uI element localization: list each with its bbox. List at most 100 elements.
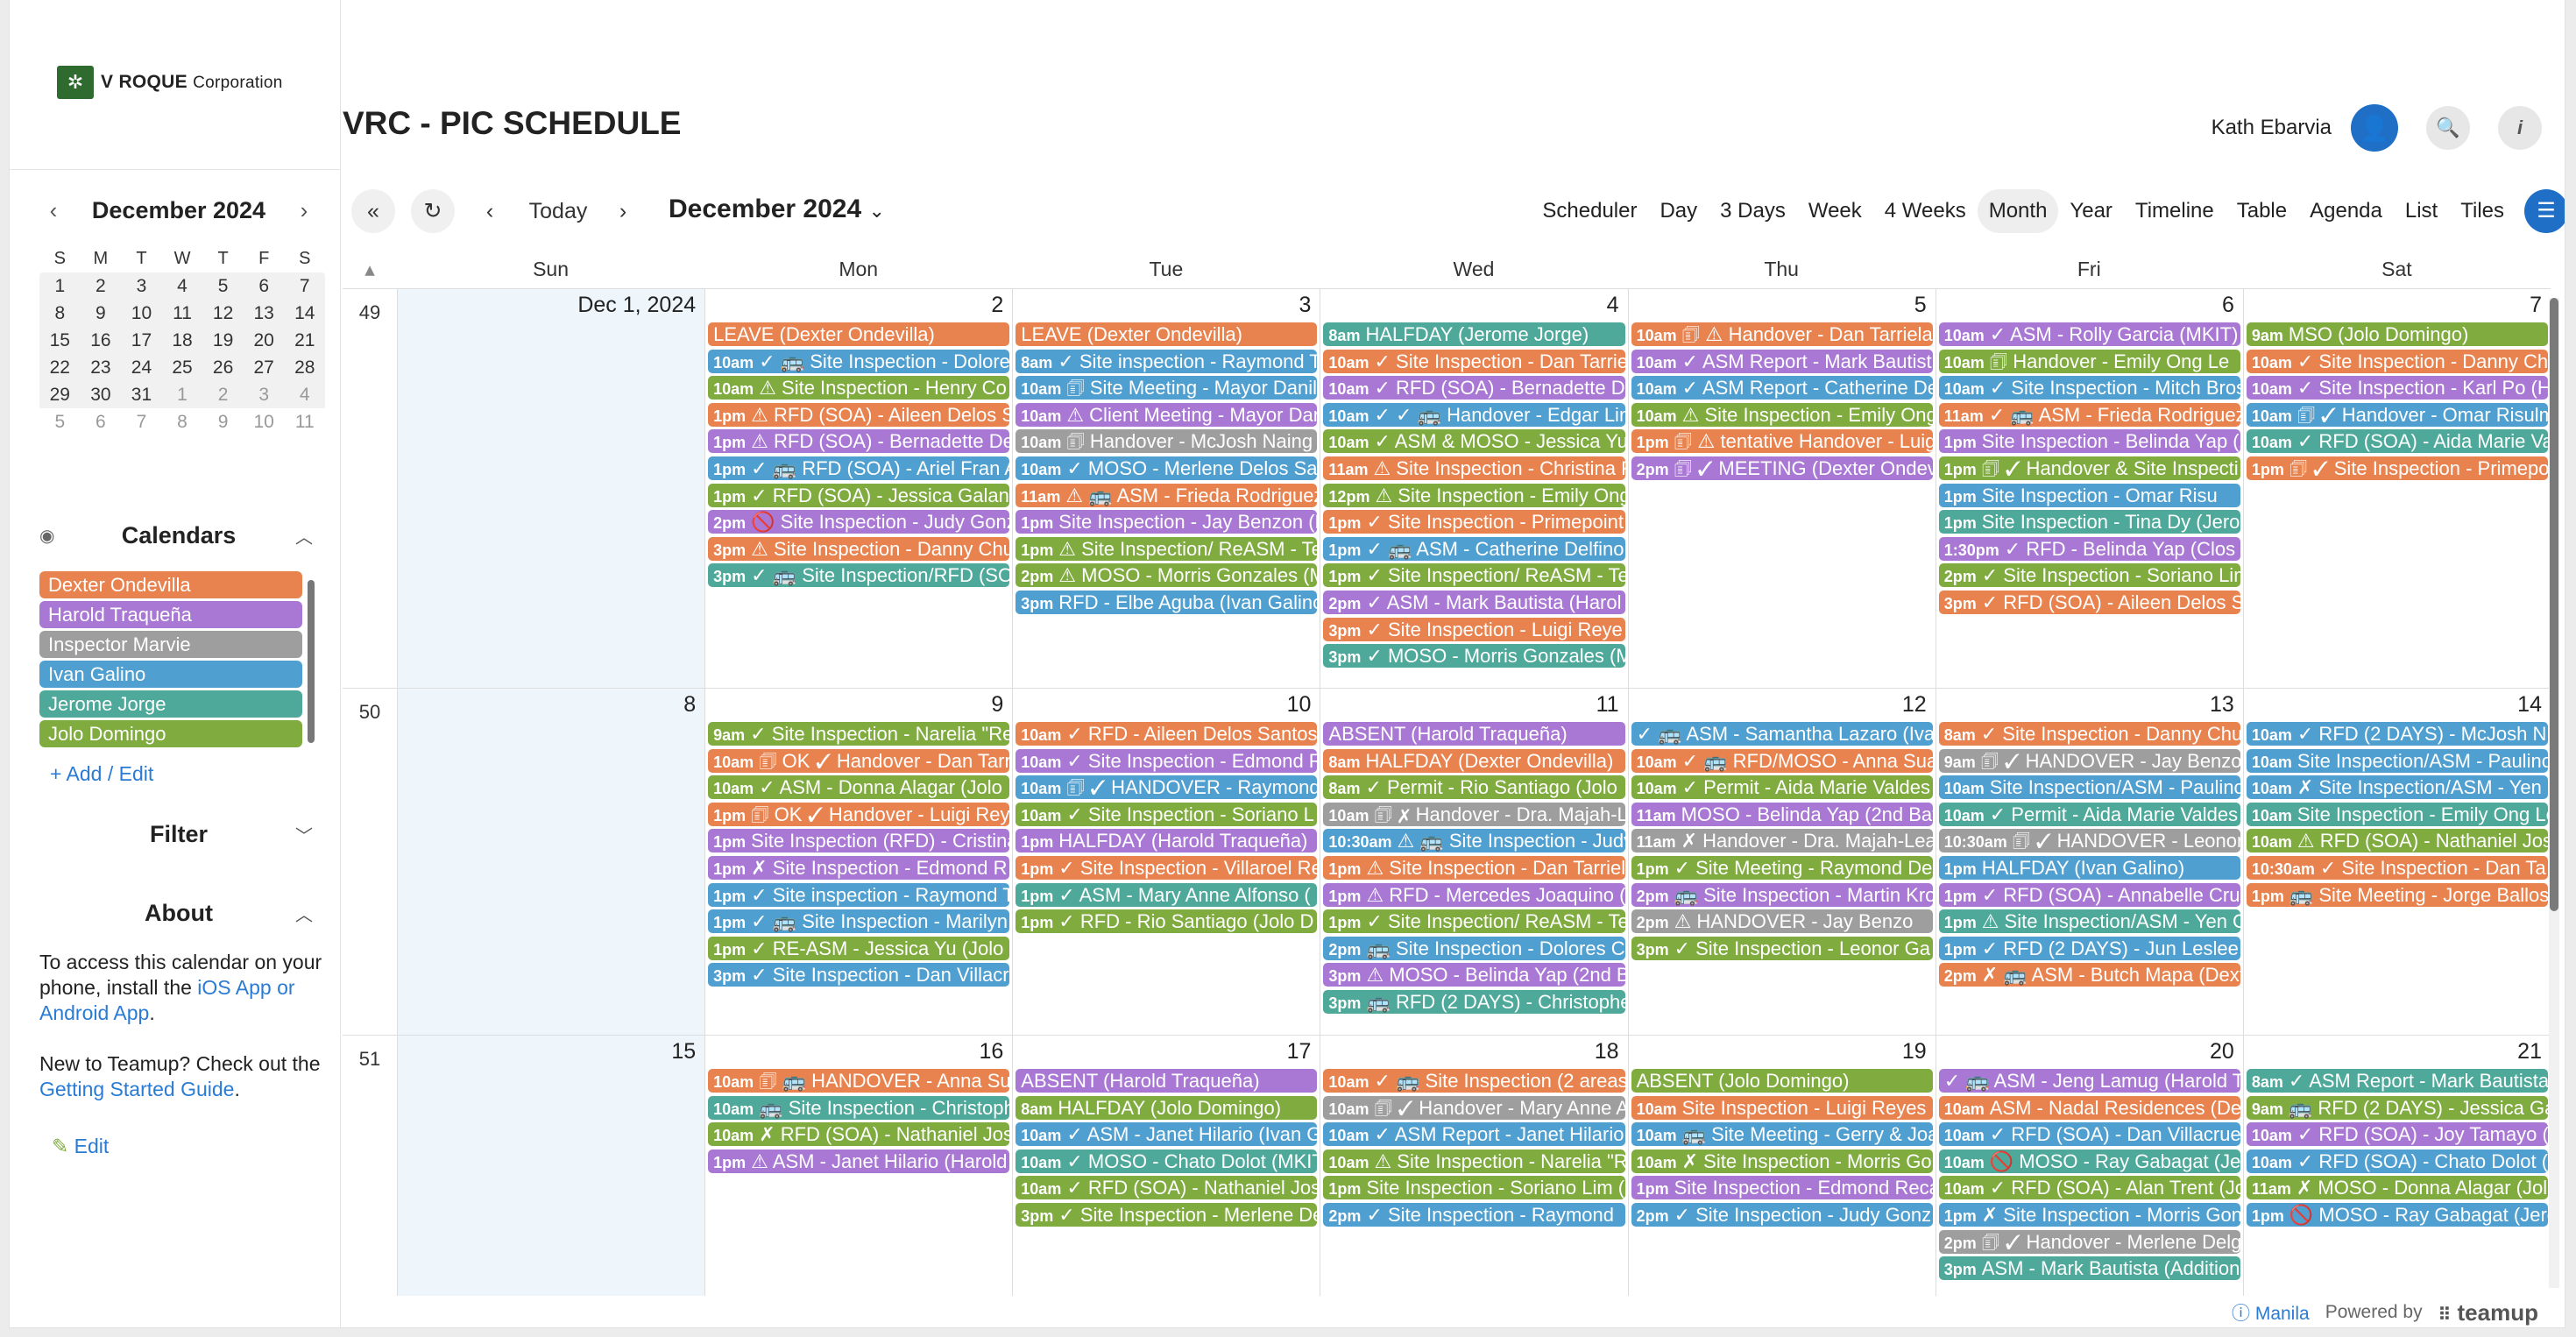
day-number[interactable]: 5 xyxy=(1914,293,1927,317)
chevron-down-icon[interactable]: ﹀ xyxy=(295,826,313,846)
event[interactable]: 10am ✓ RFD (SOA) - Nathaniel Jos xyxy=(1016,1176,1318,1200)
event[interactable]: 1pm 🗊 ✓ Handover & Site Inspecti xyxy=(1938,456,2240,480)
mobile-app-link[interactable]: iOS App or Android App xyxy=(39,976,295,1024)
event[interactable]: 10am ✓ RFD (SOA) - Aida Marie Va xyxy=(2246,429,2548,454)
mini-day[interactable]: 20 xyxy=(253,329,274,350)
event[interactable]: LEAVE (Dexter Ondevilla) xyxy=(708,322,1010,346)
day-cell[interactable]: 14 10am ✓ RFD (2 DAYS) - McJosh N 10am Site … xyxy=(2242,689,2551,1035)
mini-day[interactable]: 16 xyxy=(90,329,111,350)
day-number[interactable]: 14 xyxy=(2517,692,2542,717)
event[interactable]: 10am ✓ RFD (SOA) - Bernadette D xyxy=(1323,376,1625,400)
event[interactable]: 1pm HALFDAY (Harold Traqueña) xyxy=(1016,829,1318,853)
event[interactable]: 10am ⚠ RFD (SOA) - Nathaniel Jos xyxy=(2246,829,2548,853)
event[interactable]: 10am ✓ MOSO - Merlene Delos Sa xyxy=(1016,456,1318,480)
event[interactable]: 10am ✓ 🚌 Site Inspection - Dolores xyxy=(708,349,1010,373)
timezone-link[interactable]: ⓘ Manila xyxy=(2232,1304,2310,1324)
day-cell[interactable]: 20 ✓ 🚌 ASM - Jeng Lamug (Harold Tr 10am ASM… xyxy=(1935,1036,2243,1296)
event[interactable]: 10am 🗊 ✓ Handover - Mary Anne A xyxy=(1323,1095,1625,1120)
day-cell[interactable]: 8 xyxy=(397,689,705,1035)
event[interactable]: 1pm ✓ RFD (2 DAYS) - Jun Leslee xyxy=(1938,936,2240,960)
event[interactable]: 10am Site Inspection/ASM - Paulino xyxy=(1938,775,2240,800)
day-cell[interactable]: 7 9am MSO (Jolo Domingo) 10am ✓ Site Inspect… xyxy=(2242,289,2551,688)
day-number[interactable]: 21 xyxy=(2517,1039,2542,1064)
mini-day[interactable]: 31 xyxy=(131,384,152,405)
event[interactable]: ABSENT (Jolo Domingo) xyxy=(1631,1069,1933,1093)
mini-day[interactable]: 6 xyxy=(96,411,106,432)
day-number[interactable]: 13 xyxy=(2210,692,2234,717)
mini-day[interactable]: 4 xyxy=(177,275,188,296)
event[interactable]: ✓ 🚌 ASM - Samantha Lazaro (Ivan xyxy=(1631,722,1933,746)
event[interactable]: 10am ✓ RFD (2 DAYS) - McJosh N xyxy=(2246,722,2548,746)
mini-day[interactable]: 3 xyxy=(258,384,270,405)
event[interactable]: 3pm 🚌 RFD (2 DAYS) - Christophe xyxy=(1323,990,1625,1014)
mini-day[interactable]: 24 xyxy=(131,357,152,378)
day-cell[interactable]: 15 xyxy=(397,1036,705,1296)
mini-day[interactable]: 5 xyxy=(54,411,66,432)
event[interactable]: 10am ✓ Permit - Aida Marie Valdes xyxy=(1938,802,2240,826)
event[interactable]: 1pm Site Inspection - Soriano Lim ( xyxy=(1323,1176,1625,1200)
event[interactable]: 10am Site Inspection/ASM - Paulino xyxy=(2246,748,2548,773)
day-number[interactable]: 16 xyxy=(979,1039,1004,1064)
event[interactable]: 1:30pm ✓ RFD - Belinda Yap (Clos xyxy=(1938,536,2240,561)
event[interactable]: 1pm ⚠ Site Inspection/ ReASM - Te xyxy=(1016,536,1318,561)
day-cell[interactable]: 19 ABSENT (Jolo Domingo) 10am Site Inspecti… xyxy=(1627,1036,1936,1296)
event[interactable]: 1pm 🚌 Site Meeting - Jorge Ballos xyxy=(2246,882,2548,907)
day-cell[interactable]: 3 LEAVE (Dexter Ondevilla) 8am ✓ Site inspe… xyxy=(1012,289,1320,688)
event[interactable]: 10am 🗊 ⚠ Handover - Dan Tarriela xyxy=(1631,322,1933,346)
event[interactable]: 10am ✓ ASM Report - Janet Hilario xyxy=(1323,1122,1625,1147)
event[interactable]: 1pm Site Inspection - Tina Dy (Jeron xyxy=(1938,510,2240,534)
event[interactable]: 2pm ✓ Site Inspection - Raymond xyxy=(1323,1203,1625,1227)
event[interactable]: 1pm ✓ Site Inspection/ ReASM - Te xyxy=(1323,563,1625,588)
menu-button[interactable]: ☰ xyxy=(2524,189,2565,233)
event[interactable]: 1pm Site Inspection - Jay Benzon (M xyxy=(1016,510,1318,534)
event[interactable]: 8am HALFDAY (Jolo Domingo) xyxy=(1016,1095,1318,1120)
event[interactable]: 10am ✓ Site Inspection - Soriano L xyxy=(1016,802,1318,826)
refresh-button[interactable]: ↻ xyxy=(411,189,455,233)
event[interactable]: 10am ⚠ Site Inspection - Emily Ong xyxy=(1631,402,1933,427)
event[interactable]: 10am 🗊 Handover - McJosh Naing ( xyxy=(1016,429,1318,454)
event[interactable]: 10am ⚠ Site Inspection - Narelia "R xyxy=(1323,1149,1625,1173)
event[interactable]: 10:30am 🗊 ✓ HANDOVER - Leonor xyxy=(1938,829,2240,853)
event[interactable]: 1pm 🗊 OK ✓ Handover - Luigi Reye xyxy=(708,802,1010,826)
mini-day[interactable]: 11 xyxy=(294,411,315,432)
view-year[interactable]: Year xyxy=(2070,199,2112,223)
calendar-item[interactable]: Harold Traqueña xyxy=(39,601,302,628)
mini-day[interactable]: 3 xyxy=(136,275,147,296)
event[interactable]: 1pm ⚠ Site Inspection/ASM - Yen G xyxy=(1938,909,2240,934)
event[interactable]: 2pm 🚌 Site Inspection - Martin Kro xyxy=(1631,882,1933,907)
mini-day[interactable]: 2 xyxy=(96,275,106,296)
info-button[interactable]: i xyxy=(2498,106,2542,150)
calendars-section-header[interactable]: ◉ Calendars ︿ xyxy=(39,516,318,555)
mini-day[interactable]: 11 xyxy=(173,302,192,323)
event[interactable]: 10am ✓ Site Inspection - Dan Tarrie xyxy=(1323,349,1625,373)
mini-day[interactable]: 15 xyxy=(49,329,70,350)
view-timeline[interactable]: Timeline xyxy=(2134,199,2214,223)
event[interactable]: ABSENT (Harold Traqueña) xyxy=(1016,1069,1318,1093)
add-edit-calendars-link[interactable]: + Add / Edit xyxy=(50,762,154,785)
event[interactable]: 3pm ✓ Site Inspection - Merlene De xyxy=(1016,1203,1318,1227)
mini-day[interactable]: 25 xyxy=(172,357,193,378)
mini-day[interactable]: 8 xyxy=(54,302,66,323)
event[interactable]: 2pm ✗ 🚌 ASM - Butch Mapa (Dext xyxy=(1938,963,2240,987)
event[interactable]: 11am ✓ 🚌 ASM - Frieda Rodriguez xyxy=(1938,402,2240,427)
mini-prev-month-icon[interactable]: ‹ xyxy=(49,196,58,223)
mini-day[interactable]: 2 xyxy=(217,384,229,405)
event[interactable]: 11am ⚠ Site Inspection - Christina F xyxy=(1323,456,1625,480)
filter-section-header[interactable]: Filter ﹀ xyxy=(39,815,318,853)
event[interactable]: ABSENT (Harold Traqueña) xyxy=(1323,722,1625,746)
event[interactable]: 2pm ⚠ MOSO - Morris Gonzales (M xyxy=(1016,563,1318,588)
event[interactable]: 3pm ✓ RFD (SOA) - Aileen Delos S xyxy=(1938,591,2240,614)
event[interactable]: 8am ✓ ASM Report - Mark Bautista xyxy=(2246,1069,2548,1093)
day-cell[interactable]: 5 10am 🗊 ⚠ Handover - Dan Tarriela 10am ✓ AS… xyxy=(1627,289,1936,688)
chevron-up-icon[interactable]: ︿ xyxy=(295,527,313,548)
event[interactable]: 10am ✓ 🚌 Site Inspection (2 areas xyxy=(1323,1069,1625,1093)
day-cell[interactable]: 16 10am 🗊 🚌 HANDOVER - Anna Sua 10am 🚌 Site … xyxy=(704,1036,1012,1296)
mini-day[interactable]: 1 xyxy=(177,384,188,405)
event[interactable]: 10am ✓ Permit - Aida Marie Valdes xyxy=(1631,775,1933,800)
event[interactable]: 10:30am ✓ Site Inspection - Dan Ta xyxy=(2246,856,2548,880)
event[interactable]: 10am Site Inspection - Luigi Reyes ( xyxy=(1631,1095,1933,1120)
mini-day[interactable]: 7 xyxy=(299,275,310,296)
event[interactable]: 11am MOSO - Belinda Yap (2nd Bat xyxy=(1631,802,1933,826)
event[interactable]: 10am ✓ RFD - Aileen Delos Santos xyxy=(1016,722,1318,746)
event[interactable]: 10am 🗊 🚌 HANDOVER - Anna Sua xyxy=(708,1069,1010,1093)
